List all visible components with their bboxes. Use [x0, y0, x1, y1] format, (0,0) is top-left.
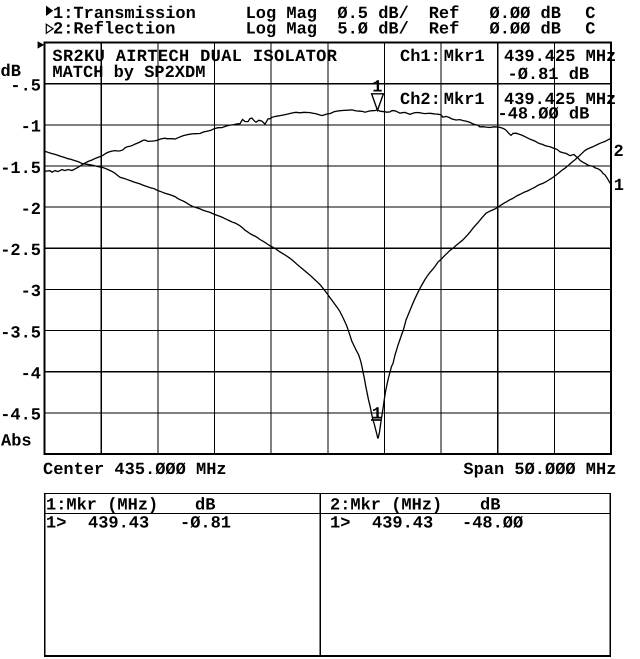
svg-text:SR2KU AIRTECH DUAL ISOLATOR: SR2KU AIRTECH DUAL ISOLATOR	[52, 48, 337, 67]
svg-text:Log Mag: Log Mag	[246, 21, 317, 40]
svg-text:439.43: 439.43	[88, 515, 149, 534]
svg-text:-2: -2	[21, 201, 41, 220]
svg-text:-3: -3	[21, 283, 41, 302]
svg-text:MATCH by SP2XDM: MATCH by SP2XDM	[52, 64, 205, 83]
svg-text:1: 1	[372, 79, 382, 98]
svg-text:-Ø.81: -Ø.81	[180, 515, 231, 534]
svg-text:-Ø.81 dB: -Ø.81 dB	[508, 66, 590, 85]
svg-text:Mkr1: Mkr1	[444, 91, 485, 110]
svg-text:Ref: Ref	[429, 21, 460, 40]
svg-text:-1: -1	[21, 119, 41, 138]
svg-text:-3.5: -3.5	[0, 324, 41, 343]
svg-text:5.Ø dB/: 5.Ø dB/	[337, 21, 408, 40]
svg-text:Mkr1: Mkr1	[444, 48, 485, 67]
svg-text:Ø.ØØ dB: Ø.ØØ dB	[490, 21, 561, 40]
svg-text:Ø.ØØ dB: Ø.ØØ dB	[490, 5, 561, 24]
svg-text:dB: dB	[1, 63, 21, 82]
svg-text:439.425 MHz: 439.425 MHz	[504, 91, 616, 110]
svg-text:Span 5Ø.ØØØ MHz: Span 5Ø.ØØØ MHz	[463, 461, 616, 480]
svg-text:C: C	[585, 21, 595, 40]
svg-text:-48.ØØ: -48.ØØ	[462, 515, 523, 534]
svg-text:Ref: Ref	[429, 5, 460, 24]
svg-text:1:Mkr (MHz): 1:Mkr (MHz)	[46, 496, 158, 515]
svg-text:Abs: Abs	[1, 433, 32, 452]
svg-text:dB: dB	[195, 496, 215, 515]
svg-text:-4.5: -4.5	[0, 407, 41, 426]
svg-text:1>: 1>	[46, 515, 66, 534]
svg-text:dB: dB	[480, 496, 500, 515]
svg-text:439.425 MHz: 439.425 MHz	[504, 48, 616, 67]
svg-text:-48.ØØ dB: -48.ØØ dB	[498, 106, 590, 125]
svg-text:439.43: 439.43	[372, 515, 433, 534]
svg-text:Ch2:: Ch2:	[400, 91, 441, 110]
svg-text:2:Reflection: 2:Reflection	[53, 21, 175, 40]
svg-text:Ch1:: Ch1:	[400, 48, 441, 67]
svg-text:-2.5: -2.5	[0, 242, 41, 261]
svg-text:-.5: -.5	[10, 77, 41, 96]
svg-text:C: C	[585, 5, 595, 24]
svg-text:Center 435.ØØØ MHz: Center 435.ØØØ MHz	[43, 461, 227, 480]
svg-text:Log Mag: Log Mag	[246, 5, 317, 24]
svg-text:2: 2	[614, 143, 624, 162]
svg-text:2:Mkr (MHz): 2:Mkr (MHz)	[330, 496, 442, 515]
svg-text:1:Transmission: 1:Transmission	[53, 5, 196, 24]
svg-text:1>: 1>	[330, 515, 350, 534]
svg-text:1: 1	[614, 177, 624, 196]
svg-text:-1.5: -1.5	[0, 160, 41, 179]
svg-text:1: 1	[372, 405, 382, 424]
svg-text:Ø.5 dB/: Ø.5 dB/	[337, 5, 408, 24]
svg-text:-4: -4	[21, 366, 41, 385]
